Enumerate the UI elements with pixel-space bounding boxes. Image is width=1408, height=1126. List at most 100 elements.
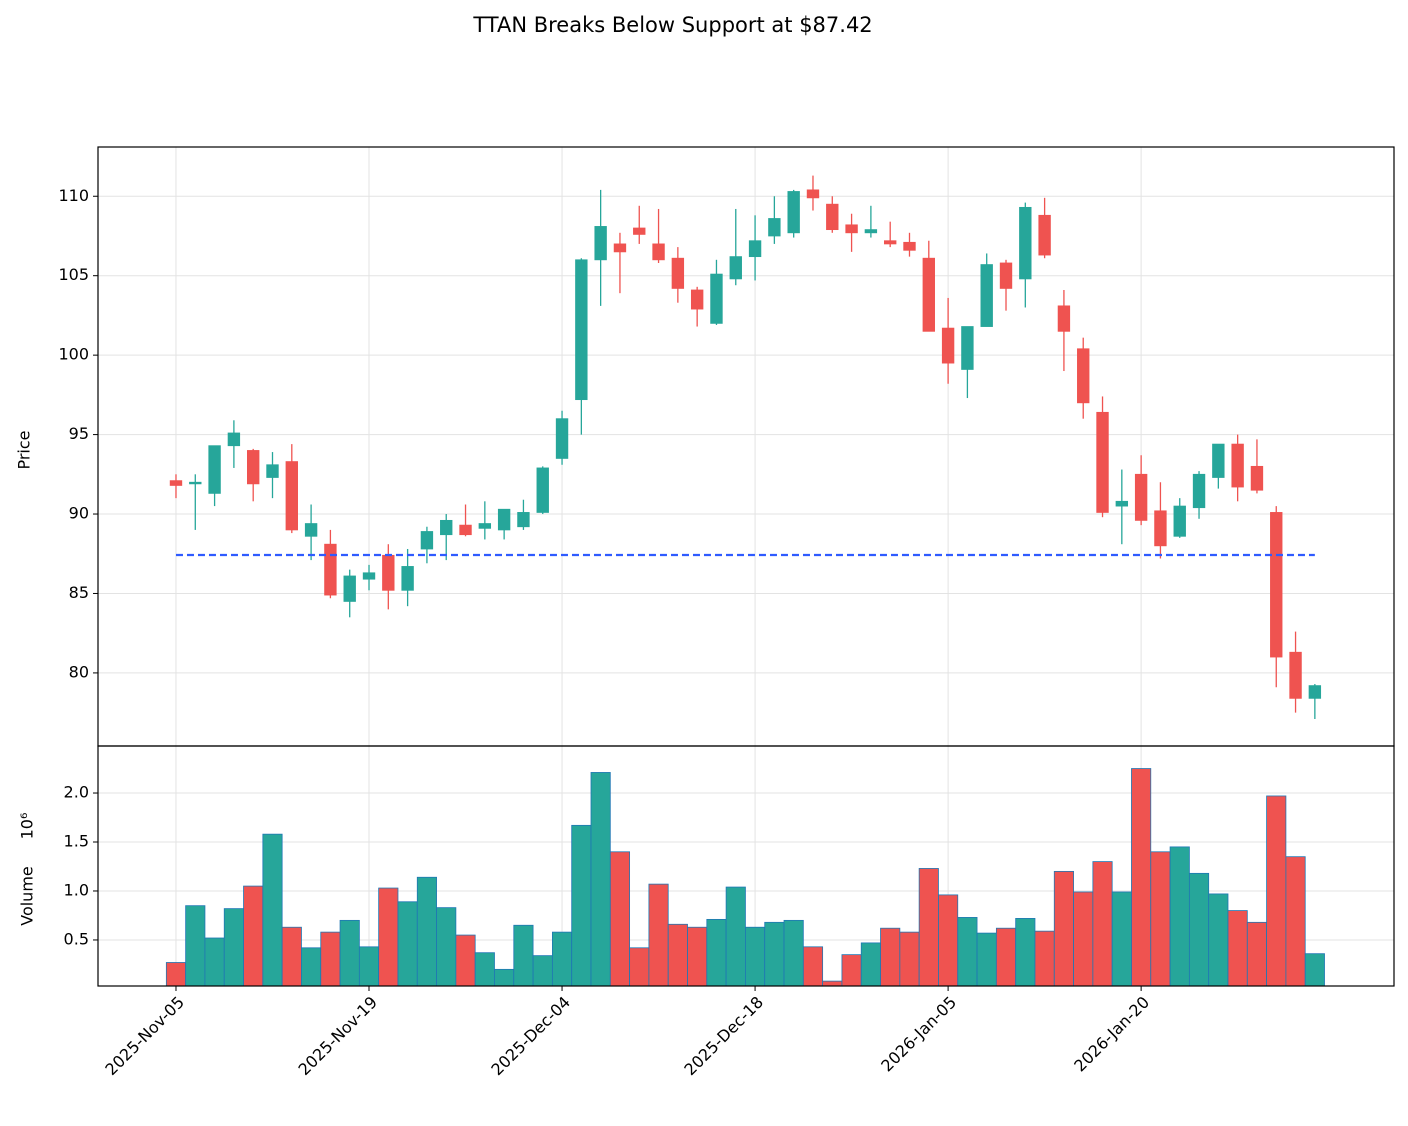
candle-body xyxy=(440,519,453,536)
volume-bar xyxy=(358,946,380,987)
y-tick-label: 90 xyxy=(69,504,89,523)
volume-bar xyxy=(609,851,631,987)
candle-body xyxy=(729,256,742,280)
volume-bar xyxy=(957,917,978,987)
candle-body xyxy=(382,554,395,591)
candle-body xyxy=(1231,443,1244,488)
volume-bar xyxy=(899,931,920,987)
candle-body xyxy=(1134,473,1148,521)
candle-body xyxy=(497,508,511,531)
candle-body xyxy=(285,461,298,531)
candle-body xyxy=(304,523,318,537)
volume-bar xyxy=(648,883,669,987)
candle-body xyxy=(189,481,202,485)
candle-body xyxy=(903,241,916,251)
volume-bar xyxy=(320,931,341,987)
candle-body xyxy=(671,257,685,289)
candle-body xyxy=(980,264,993,327)
volume-bar xyxy=(1169,846,1190,987)
volume-bar xyxy=(1015,918,1036,987)
volume-bar xyxy=(339,919,360,987)
volume-scale-label: 10⁶ xyxy=(18,813,37,840)
volume-bar xyxy=(802,946,824,987)
candle-body xyxy=(1192,473,1206,509)
y-tick-label: 2.0 xyxy=(64,783,89,802)
volume-bar xyxy=(1053,870,1074,987)
y-tick-label: 85 xyxy=(69,583,89,602)
x-tick-label: 2025-Dec-18 xyxy=(680,993,767,1080)
volume-bar xyxy=(455,934,476,987)
candle-body xyxy=(1270,512,1283,658)
volume-bar xyxy=(976,932,997,987)
volume-bar xyxy=(706,918,727,987)
volume-bar xyxy=(474,952,495,987)
volume-bar xyxy=(822,980,843,987)
volume-bar xyxy=(397,901,418,987)
candle-body xyxy=(845,224,858,234)
volume-bar xyxy=(918,868,939,987)
candle-body xyxy=(999,262,1013,289)
candle-body xyxy=(594,226,607,261)
x-tick-label: 2026-Jan-20 xyxy=(1070,993,1153,1076)
y-tick-label: 80 xyxy=(69,662,89,681)
x-tick-label: 2025-Dec-04 xyxy=(487,993,574,1080)
volume-bar xyxy=(1227,910,1248,987)
volume-bar xyxy=(880,927,901,987)
candle-body xyxy=(787,191,800,234)
candle-body xyxy=(1057,305,1071,332)
candle-body xyxy=(633,227,646,235)
volume-bar xyxy=(436,907,457,987)
volume-bar xyxy=(1246,921,1268,987)
candle-body xyxy=(478,523,492,529)
candle-body xyxy=(401,566,414,591)
volume-bar xyxy=(783,919,804,987)
candle-body xyxy=(420,531,434,550)
candle-body xyxy=(208,445,221,494)
candle-body xyxy=(266,464,279,478)
volume-bar xyxy=(1073,891,1094,987)
candle-body xyxy=(1154,510,1167,547)
volume-bar xyxy=(551,931,573,987)
volume-bar xyxy=(1208,893,1229,987)
candle-body xyxy=(826,203,839,231)
volume-bar xyxy=(1111,891,1132,987)
volume-bar xyxy=(165,962,187,987)
volume-bar xyxy=(378,887,399,987)
candle-body xyxy=(710,273,723,324)
volume-bar xyxy=(995,927,1017,987)
volume-bar xyxy=(513,924,534,987)
volume-bar xyxy=(745,926,766,987)
candle-body xyxy=(1077,348,1090,404)
x-tick-label: 2025-Nov-05 xyxy=(101,993,188,1080)
candle-body xyxy=(864,229,878,234)
volume-bar xyxy=(1266,795,1287,987)
volume-bar xyxy=(204,937,225,987)
candle-body xyxy=(941,327,955,364)
candle-body xyxy=(652,243,665,261)
y-tick-label: 0.5 xyxy=(64,929,89,948)
volume-bar xyxy=(301,947,322,987)
volume-bar xyxy=(243,885,264,987)
candle-body xyxy=(575,259,588,401)
candle-body xyxy=(884,240,897,245)
candle-body xyxy=(922,257,935,332)
candle-body xyxy=(1250,465,1264,491)
chart-title: TTAN Breaks Below Support at $87.42 xyxy=(472,13,872,37)
candle-body xyxy=(517,512,530,528)
candle-body xyxy=(806,189,820,199)
candle-body xyxy=(1173,505,1186,537)
volume-bar xyxy=(262,833,283,987)
volume-bar xyxy=(1131,768,1152,987)
candle-body xyxy=(536,467,549,513)
volume-bar xyxy=(841,954,862,987)
candle-body xyxy=(247,450,260,485)
candle-body xyxy=(555,418,569,459)
volume-bar xyxy=(687,926,708,987)
volume-bar xyxy=(532,955,553,987)
volume-bar xyxy=(725,886,746,987)
x-tick-label: 2026-Jan-05 xyxy=(877,993,960,1076)
volume-bar xyxy=(1034,930,1055,987)
candle-body xyxy=(1212,443,1225,478)
volume-bar xyxy=(764,921,785,987)
